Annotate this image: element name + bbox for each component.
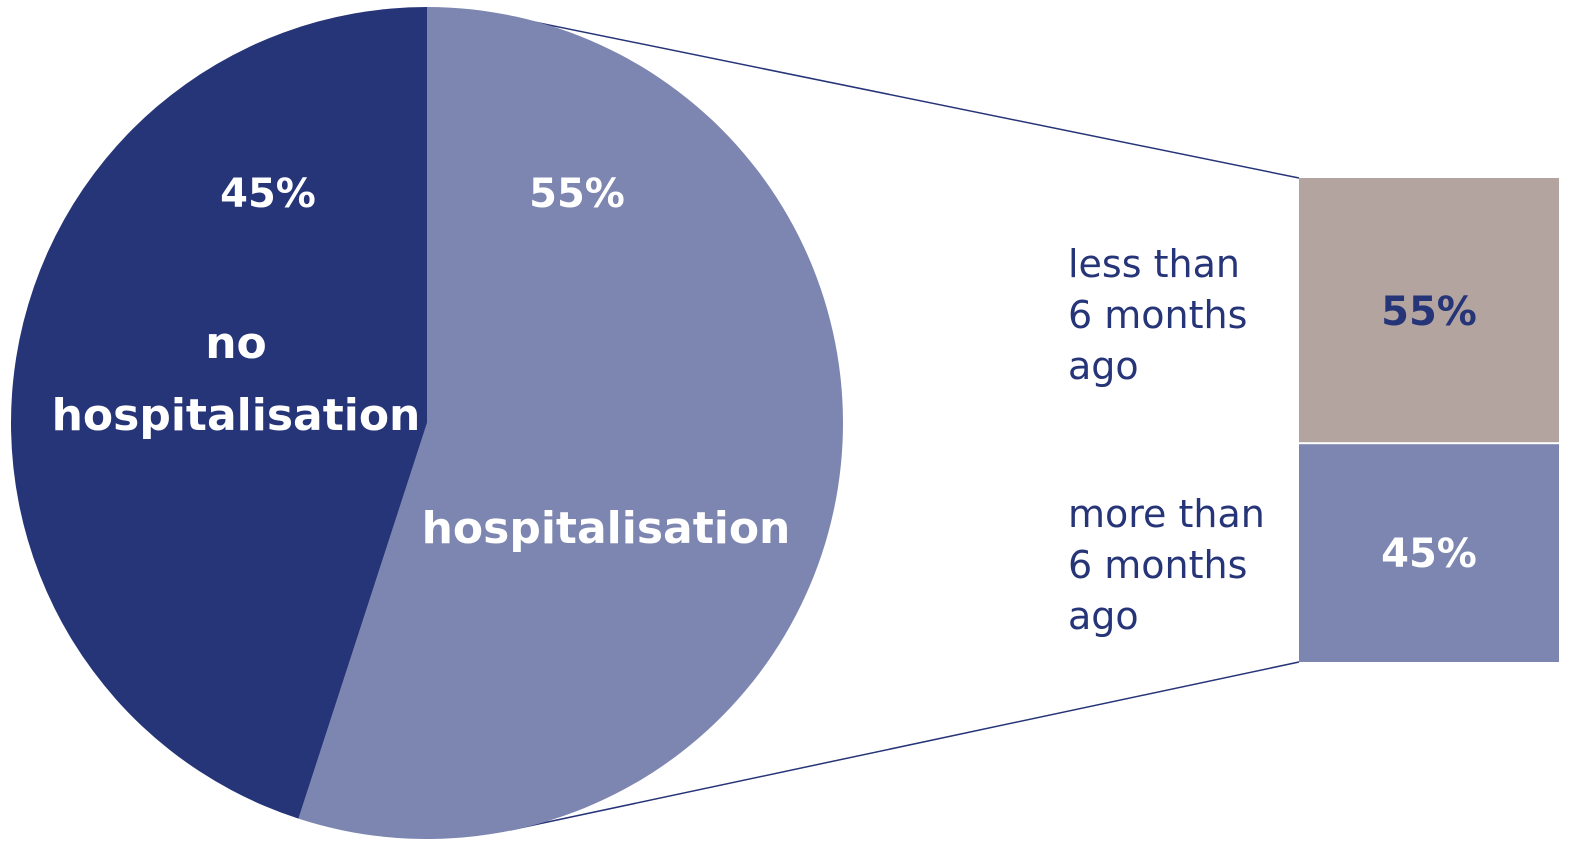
connector-line-bottom xyxy=(509,661,1300,831)
bar-value-label-more-than-6-months: 45% xyxy=(1381,531,1477,577)
bar-value-label-less-than-6-months: 55% xyxy=(1381,289,1477,335)
connector-line-top xyxy=(504,15,1300,179)
pie-category-label-no-hospitalisation: no hospitalisation xyxy=(52,318,421,441)
breakdown-bar: 55% 45% less than 6 months ago more than 6 mon… xyxy=(1068,178,1559,662)
pie-slice-no-hospitalisation xyxy=(10,6,427,819)
pie-value-label-no-hospitalisation: 45% xyxy=(220,171,316,217)
bar-segment-more-than-6-months xyxy=(1299,444,1559,662)
bar-segment-less-than-6-months xyxy=(1299,178,1559,443)
pie-chart: 45% 55% no hospitalisation hospitalisation xyxy=(10,6,843,839)
pie-value-label-hospitalisation: 55% xyxy=(529,171,625,217)
connector-lines xyxy=(504,15,1300,831)
pie-category-label-hospitalisation: hospitalisation xyxy=(422,503,791,554)
bar-category-label-more-than-6-months: more than 6 months ago xyxy=(1068,492,1265,638)
bar-category-label-less-than-6-months: less than 6 months ago xyxy=(1068,242,1247,388)
pie-slice-hospitalisation xyxy=(298,7,843,839)
